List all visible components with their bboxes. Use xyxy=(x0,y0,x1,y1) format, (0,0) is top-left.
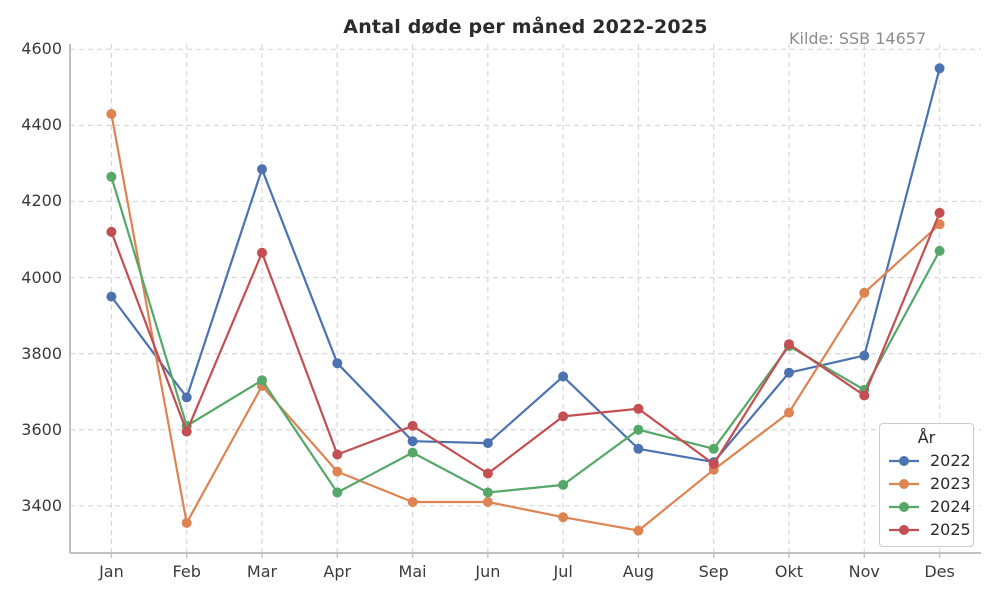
legend-entry-2023: 2023 xyxy=(888,472,971,495)
x-tick-label: Nov xyxy=(848,562,880,581)
x-tick-label: Jun xyxy=(475,562,501,581)
gridlines xyxy=(70,44,981,553)
x-tick-label: Feb xyxy=(172,562,201,581)
data-point-2024-Jan xyxy=(106,171,117,182)
legend-entries: 2022 2023 2024 2025 xyxy=(888,449,971,541)
source-annotation: Kilde: SSB 14657 xyxy=(789,29,927,48)
legend-entry-label: 2025 xyxy=(930,520,971,539)
data-point-2022-Feb xyxy=(181,392,192,403)
data-point-2024-Jul xyxy=(558,479,569,490)
y-tick-label: 4400 xyxy=(21,115,62,135)
data-point-2024-Aug xyxy=(633,424,644,435)
y-tick-label: 4200 xyxy=(21,191,62,211)
series-2024 xyxy=(106,171,945,498)
data-point-2025-Okt xyxy=(784,339,794,350)
y-tick-label: 3400 xyxy=(21,495,62,515)
data-point-2025-Feb xyxy=(181,426,192,437)
data-point-2022-Nov xyxy=(859,350,870,361)
data-point-2025-Mar xyxy=(257,247,267,258)
data-point-2022-Des xyxy=(934,63,945,74)
series-line-2022 xyxy=(110,67,941,464)
data-point-2022-Apr xyxy=(332,358,343,369)
x-tick-label: Aug xyxy=(622,562,655,581)
data-point-2023-Okt xyxy=(784,407,794,418)
legend-swatch-icon xyxy=(889,524,919,535)
data-point-2025-Nov xyxy=(859,390,870,401)
legend-entry-2022: 2022 xyxy=(888,449,971,472)
data-point-2025-Jul xyxy=(558,411,569,422)
x-tick-label: Des xyxy=(924,562,955,581)
data-point-2022-Aug xyxy=(633,443,644,454)
y-tick-label: 3800 xyxy=(21,343,62,363)
series-2023 xyxy=(106,109,945,536)
data-point-2022-Jun xyxy=(482,438,493,449)
data-point-2025-Aug xyxy=(633,403,644,414)
data-point-2024-Sep xyxy=(708,443,719,454)
data-point-2025-Apr xyxy=(332,449,343,460)
y-tick-label: 4600 xyxy=(21,39,62,59)
data-point-2023-Feb xyxy=(181,517,192,528)
legend-entry-2024: 2024 xyxy=(888,495,971,518)
data-point-2022-Mar xyxy=(257,164,267,175)
data-point-2023-Jan xyxy=(106,109,117,119)
data-point-2024-Jun xyxy=(482,487,493,498)
data-point-2025-Sep xyxy=(708,459,719,469)
data-point-2025-Mai xyxy=(407,420,418,431)
legend-entry-2025: 2025 xyxy=(888,518,971,541)
x-tick-label: Okt xyxy=(774,562,804,581)
data-point-2025-Jun xyxy=(482,468,493,479)
x-tick-label: Jan xyxy=(99,562,124,581)
axes-spines xyxy=(69,44,981,558)
legend-swatch-icon xyxy=(889,455,919,466)
data-point-2022-Jan xyxy=(106,291,117,302)
y-tick-label: 3600 xyxy=(21,419,62,439)
data-point-2022-Jul xyxy=(558,371,569,382)
series-2022 xyxy=(106,63,945,468)
x-tick-label: Mar xyxy=(246,562,278,581)
x-tick-label: Sep xyxy=(698,562,729,581)
legend: År 2022 2023 2024 2025 xyxy=(879,423,974,547)
data-point-2023-Aug xyxy=(633,525,644,536)
data-point-2022-Okt xyxy=(784,367,794,378)
data-point-2025-Jan xyxy=(106,226,117,237)
series-line-2025 xyxy=(110,211,941,475)
x-tick-label: Jul xyxy=(553,562,573,581)
data-point-2023-Apr xyxy=(332,466,343,477)
data-point-2024-Mai xyxy=(407,447,418,458)
series-2025 xyxy=(106,207,945,479)
series-line-2023 xyxy=(110,112,941,532)
data-point-2023-Nov xyxy=(859,287,870,298)
data-point-2024-Mar xyxy=(257,375,267,386)
x-tick-label: Apr xyxy=(323,562,352,581)
y-tick-label: 4000 xyxy=(21,267,62,287)
data-point-2023-Jul xyxy=(558,512,569,523)
x-tick-label: Mai xyxy=(398,562,427,581)
data-point-2023-Jun xyxy=(482,497,493,507)
data-point-2023-Mai xyxy=(407,497,418,507)
data-point-2024-Des xyxy=(934,245,945,256)
legend-title: År xyxy=(917,428,936,447)
legend-entry-label: 2023 xyxy=(930,474,971,493)
legend-swatch-icon xyxy=(889,501,919,512)
chart-title: Antal døde per måned 2022-2025 xyxy=(343,16,708,38)
legend-entry-label: 2024 xyxy=(930,497,971,516)
legend-entry-label: 2022 xyxy=(930,451,971,470)
data-point-2022-Mai xyxy=(407,436,418,447)
data-point-2024-Apr xyxy=(332,487,343,498)
legend-swatch-icon xyxy=(889,478,919,489)
data-point-2025-Des xyxy=(934,207,945,218)
